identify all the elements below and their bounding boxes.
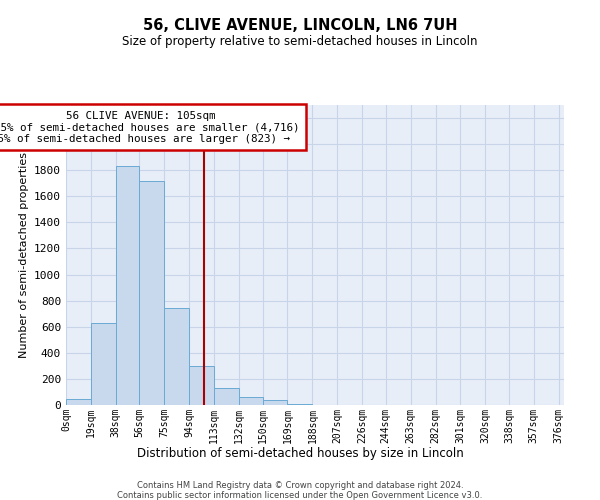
- Bar: [66, 399, 91, 405]
- Bar: [287, 404, 313, 405]
- Text: Size of property relative to semi-detached houses in Lincoln: Size of property relative to semi-detach…: [122, 35, 478, 48]
- Text: Distribution of semi-detached houses by size in Lincoln: Distribution of semi-detached houses by …: [137, 448, 463, 460]
- Text: 56 CLIVE AVENUE: 105sqm
← 85% of semi-detached houses are smaller (4,716)
15% of: 56 CLIVE AVENUE: 105sqm ← 85% of semi-de…: [0, 110, 300, 144]
- Bar: [139, 180, 164, 405]
- Y-axis label: Number of semi-detached properties: Number of semi-detached properties: [19, 152, 29, 358]
- Bar: [239, 396, 263, 405]
- Text: Contains HM Land Registry data © Crown copyright and database right 2024.: Contains HM Land Registry data © Crown c…: [137, 481, 463, 490]
- Bar: [214, 388, 239, 405]
- Text: Contains public sector information licensed under the Open Government Licence v3: Contains public sector information licen…: [118, 491, 482, 500]
- Bar: [91, 323, 116, 405]
- Bar: [164, 308, 189, 405]
- Bar: [189, 366, 214, 405]
- Bar: [116, 166, 139, 405]
- Text: 56, CLIVE AVENUE, LINCOLN, LN6 7UH: 56, CLIVE AVENUE, LINCOLN, LN6 7UH: [143, 18, 457, 32]
- Bar: [263, 400, 287, 405]
